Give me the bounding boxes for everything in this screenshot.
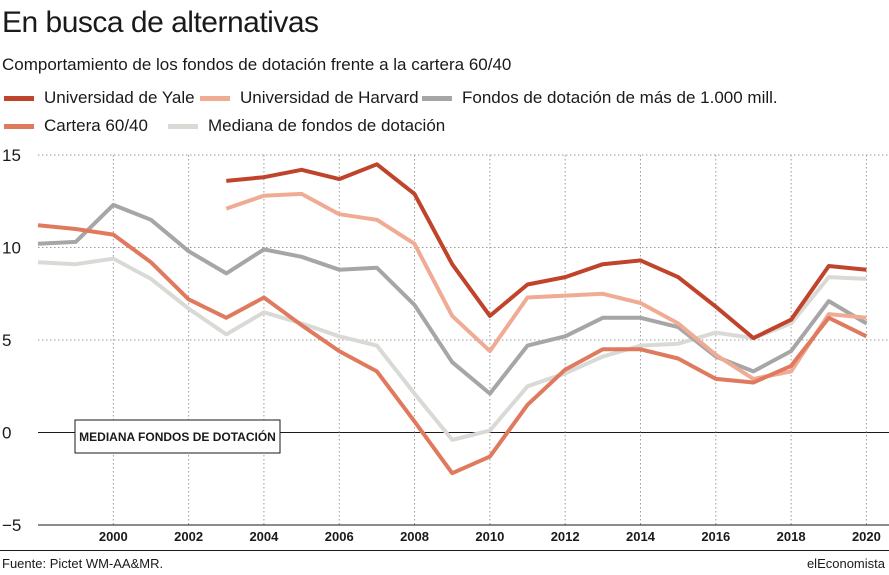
y-tick-label: 5 xyxy=(2,331,11,350)
series-line-harvard xyxy=(225,191,867,381)
annotation-label: MEDIANA FONDOS DE DOTACIÓN xyxy=(79,429,276,444)
legend-label-large-endowments: Fondos de dotación de más de 1.000 mill. xyxy=(462,88,778,107)
legend-swatch-large-endowments xyxy=(422,95,452,101)
footer-divider xyxy=(0,550,889,551)
x-tick-label: 2014 xyxy=(626,529,656,544)
annotation-box xyxy=(74,419,281,454)
x-tick-label: 2002 xyxy=(174,529,203,544)
chart-legend: Universidad de Yale Universidad de Harva… xyxy=(0,88,889,144)
x-tick-label: 2010 xyxy=(475,529,504,544)
legend-item-median-endowments: Mediana de fondos de dotación xyxy=(168,116,445,136)
x-tick-label: 2020 xyxy=(852,529,881,544)
legend-item-large-endowments: Fondos de dotación de más de 1.000 mill. xyxy=(422,88,778,108)
legend-label-yale: Universidad de Yale xyxy=(44,88,195,107)
brand-label: elEconomista xyxy=(806,556,885,571)
x-tick-label: 2012 xyxy=(551,529,580,544)
y-tick-label: 15 xyxy=(2,146,21,165)
series-line-yale xyxy=(226,162,867,341)
page-title: En busca de alternativas xyxy=(2,6,319,39)
y-tick-label: 0 xyxy=(2,424,11,443)
x-tick-label: 2004 xyxy=(249,529,279,544)
series-line-portfolio-60-40 xyxy=(37,223,868,476)
x-tick-label: 2018 xyxy=(777,529,806,544)
legend-swatch-median-endowments xyxy=(168,123,198,129)
legend-swatch-yale xyxy=(4,95,34,101)
y-tick-label: 10 xyxy=(2,239,21,258)
page-subtitle: Comportamiento de los fondos de dotación… xyxy=(2,55,512,74)
legend-label-median-endowments: Mediana de fondos de dotación xyxy=(208,116,446,135)
source-note: Fuente: Pictet WM-AA&MR. xyxy=(2,556,164,571)
legend-item-portfolio-60-40: Cartera 60/40 xyxy=(4,116,148,136)
x-tick-label: 2000 xyxy=(99,529,128,544)
legend-swatch-harvard xyxy=(200,95,230,101)
legend-item-yale: Universidad de Yale xyxy=(4,88,195,108)
series-line-median-endowments xyxy=(37,256,867,442)
legend-label-harvard: Universidad de Harvard xyxy=(240,88,419,107)
x-tick-label: 2008 xyxy=(400,529,429,544)
legend-swatch-portfolio-60-40 xyxy=(4,123,34,129)
x-tick-label: 2016 xyxy=(701,529,730,544)
y-tick-label: −5 xyxy=(2,516,21,535)
x-tick-label: 2006 xyxy=(325,529,354,544)
series-line-large-endowments xyxy=(37,202,868,396)
legend-label-portfolio-60-40: Cartera 60/40 xyxy=(44,116,148,135)
legend-item-harvard: Universidad de Harvard xyxy=(200,88,419,108)
